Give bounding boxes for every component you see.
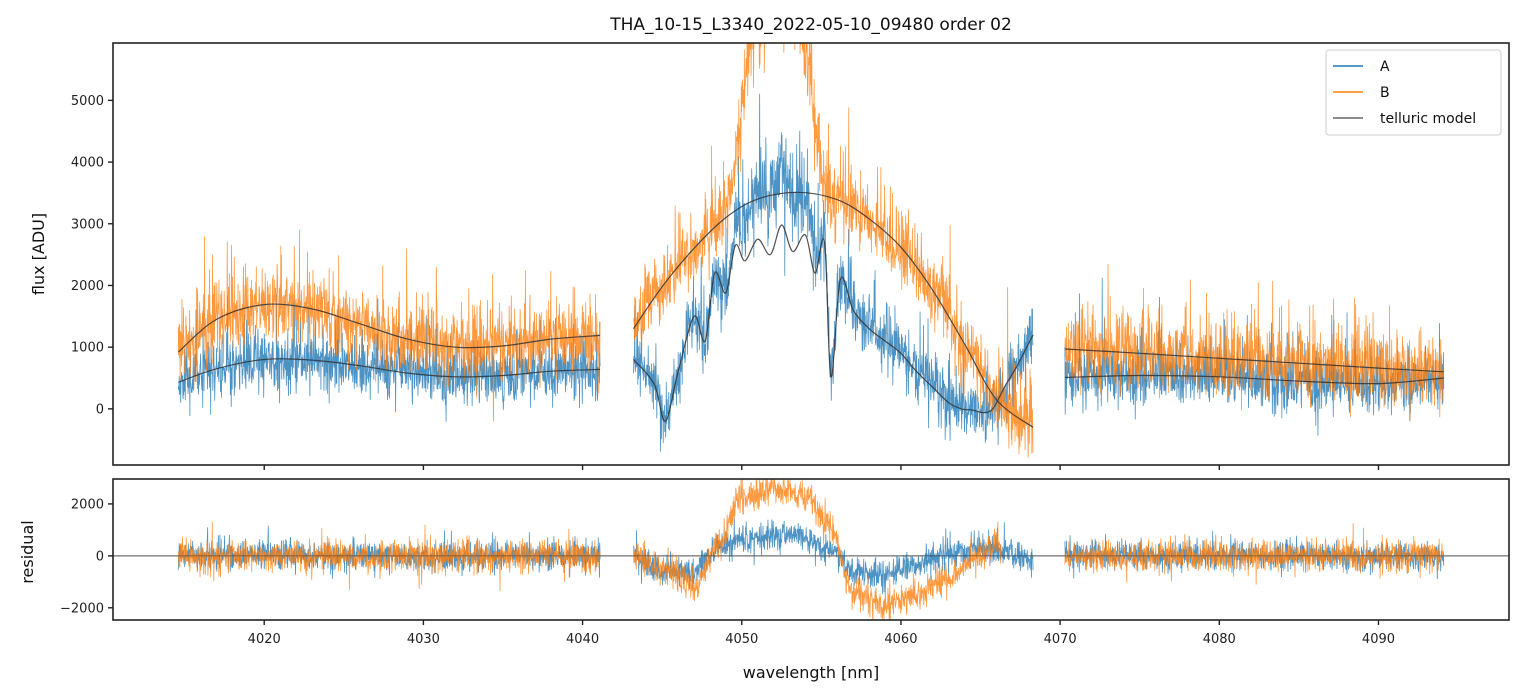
residual-axes-frame	[112, 478, 1510, 621]
flux-y-tick-label: 2000	[71, 279, 104, 294]
chart-title: THA_10-15_L3340_2022-05-10_09480 order 0…	[609, 15, 1012, 35]
x-tick-label: 4070	[1044, 632, 1077, 647]
flux-y-tick-label: 3000	[71, 217, 104, 232]
x-tick-label: 4030	[407, 632, 440, 647]
flux-x-ticks	[263, 465, 1380, 470]
flux-y-tick-label: 1000	[71, 341, 104, 356]
residual-y-tick-label: 2000	[71, 497, 104, 512]
residual-y-axis-label: residual	[18, 520, 37, 583]
x-tick-label: 4080	[1203, 632, 1236, 647]
telluric-model-curve	[1064, 374, 1444, 385]
flux-panel: 0 1000 2000 3000 4000 5000 flux [ADU] A B tel…	[29, 42, 1510, 470]
residual-y-tick-label: 0	[96, 549, 104, 564]
residual-b-segment-2	[633, 479, 1002, 620]
x-tick-label: 4090	[1362, 632, 1395, 647]
spectrum-b-segment-2	[633, 43, 1034, 458]
residual-a-segment-2	[633, 517, 1034, 595]
residual-x-ticks: 4020 4030 4040 4050 4060 4070 4080 4090	[248, 620, 1395, 647]
flux-axes-frame	[112, 42, 1510, 466]
telluric-model-curve	[1064, 348, 1444, 373]
x-tick-label: 4050	[725, 632, 758, 647]
x-tick-label: 4020	[248, 632, 281, 647]
flux-y-ticks: 0 1000 2000 3000 4000 5000	[71, 94, 113, 417]
x-tick-label: 4060	[884, 632, 917, 647]
flux-y-axis-label: flux [ADU]	[29, 213, 48, 295]
legend: A B telluric model	[1325, 49, 1502, 136]
residual-y-tick-label: −2000	[60, 601, 104, 616]
spectrum-b-segment-3	[1064, 263, 1445, 421]
legend-box	[1325, 49, 1502, 136]
residual-y-ticks: −2000 0 2000	[60, 497, 113, 616]
telluric-model-curve	[178, 358, 601, 383]
spectrum-b-segment-1	[177, 229, 601, 422]
x-axis-label: wavelength [nm]	[743, 663, 880, 682]
telluric-model-curve	[633, 191, 1034, 428]
flux-y-tick-label: 0	[96, 402, 104, 417]
legend-label-a: A	[1380, 59, 1390, 75]
residual-plot-area	[113, 479, 1509, 620]
flux-y-tick-label: 5000	[71, 94, 104, 109]
telluric-model-curve	[633, 224, 1034, 422]
spectrum-a-segment-1	[177, 294, 601, 422]
flux-y-tick-label: 4000	[71, 156, 104, 171]
residual-b-segment-1	[177, 521, 601, 592]
legend-label-telluric: telluric model	[1380, 111, 1476, 127]
legend-label-b: B	[1380, 85, 1390, 101]
spectrum-a-segment-2	[633, 93, 1034, 452]
telluric-model-curve	[177, 303, 601, 353]
x-tick-label: 4040	[566, 632, 599, 647]
flux-plot-area	[177, 43, 1445, 458]
